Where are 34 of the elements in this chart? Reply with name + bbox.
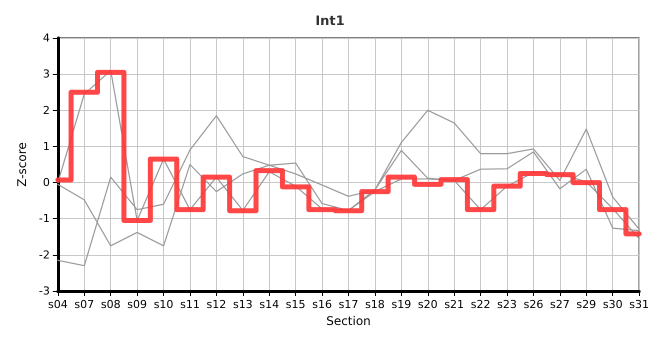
- x-tick-label: s19: [391, 298, 412, 311]
- x-tick-label: s20: [418, 298, 438, 311]
- x-tick-label: s07: [74, 298, 94, 311]
- x-tick-label: s29: [576, 298, 596, 311]
- x-tick-label: s26: [524, 298, 544, 311]
- x-tick-label: s30: [602, 298, 623, 311]
- y-tick-label: 4: [42, 32, 50, 44]
- x-tick-label: s09: [127, 298, 147, 311]
- x-tick-label: s27: [550, 298, 570, 311]
- x-tick-label: s31: [629, 298, 650, 311]
- x-tick-label: s08: [100, 298, 121, 311]
- x-tick-label: s17: [338, 298, 358, 311]
- x-tick-label: s23: [497, 298, 517, 311]
- x-axis-title: Section: [326, 314, 371, 328]
- y-tick-label: -1: [38, 212, 50, 226]
- x-tick-label: s16: [312, 298, 332, 311]
- chart-title: Int1: [315, 14, 345, 29]
- x-tick-label: s11: [180, 298, 200, 311]
- x-tick-label: s12: [206, 298, 226, 311]
- x-tick-label: s21: [444, 298, 464, 311]
- x-tick-label: s04: [48, 298, 68, 311]
- x-tick-label: s22: [470, 298, 490, 311]
- x-tick-label: s10: [154, 298, 174, 311]
- x-tick-label: s18: [365, 298, 385, 311]
- y-tick-label: -3: [38, 284, 50, 298]
- y-tick-label: 0: [42, 176, 50, 190]
- y-tick-label: 3: [42, 68, 50, 81]
- y-tick-label: -2: [38, 248, 50, 262]
- x-tick-label: s15: [286, 298, 306, 311]
- x-tick-label: s14: [259, 298, 280, 311]
- y-tick-label: 1: [42, 140, 50, 153]
- x-tick-label: s13: [232, 298, 253, 311]
- y-tick-label: 2: [42, 104, 50, 117]
- y-axis-title: Z-score: [15, 142, 29, 187]
